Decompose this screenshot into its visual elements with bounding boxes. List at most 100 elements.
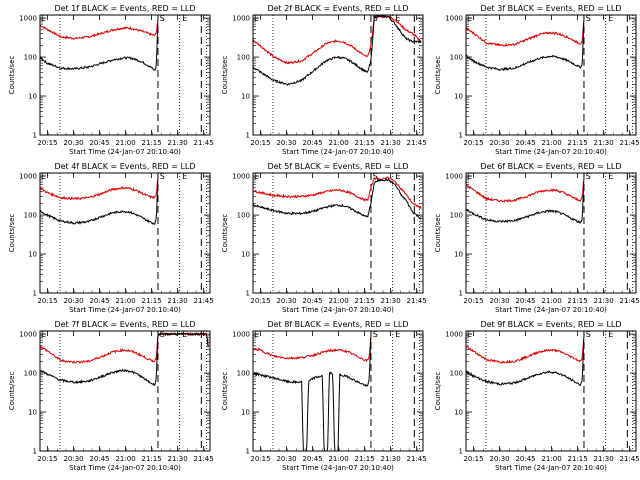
- y-tick-label: 1: [459, 448, 463, 456]
- y-axis-label: Counts/sec: [221, 56, 229, 95]
- x-tick-label: 20:15: [37, 297, 57, 305]
- x-tick-label: 20:30: [489, 297, 509, 305]
- x-axis-label: Start Time (24-Jan-07 20:10:40): [69, 306, 181, 314]
- y-tick-label: 1000: [445, 331, 463, 339]
- panel-title: Det 5f BLACK = Events, RED = LLD: [267, 162, 408, 171]
- x-tick-label: 21:15: [567, 139, 587, 147]
- saa-marker-label: S: [160, 172, 165, 181]
- y-tick-label: 1000: [445, 15, 463, 23]
- y-tick-label: 100: [24, 370, 37, 378]
- eclipse-marker-label: E: [182, 172, 187, 181]
- x-axis-label: Start Time (24-Jan-07 20:10:40): [69, 464, 181, 472]
- x-tick-label: 20:30: [489, 139, 509, 147]
- eclipse-marker-label: E: [182, 330, 187, 339]
- y-axis-label: Counts/sec: [434, 56, 442, 95]
- x-tick-label: 20:45: [302, 139, 322, 147]
- x-tick-label: 20:45: [89, 455, 109, 463]
- series-lld-line: [465, 178, 585, 203]
- x-tick-label: 20:15: [250, 297, 270, 305]
- x-tick-label: 21:00: [541, 297, 561, 305]
- x-tick-label: 20:45: [515, 139, 535, 147]
- y-tick-label: 10: [241, 409, 250, 417]
- panel-title: Det 6f BLACK = Events, RED = LLD: [480, 162, 621, 171]
- panel-det-1: Det 1f BLACK = Events, RED = LLD Counts/s…: [8, 4, 214, 156]
- series-events-line: [252, 14, 422, 87]
- eclipse-marker-label-left: E: [254, 172, 259, 181]
- panel-det-6: Det 6f BLACK = Events, RED = LLD Counts/s…: [434, 162, 640, 314]
- plot-frame: [465, 14, 637, 136]
- x-tick-label: 20:30: [276, 297, 296, 305]
- y-tick-label: 1: [459, 132, 463, 140]
- eclipse-marker-label: E: [608, 330, 613, 339]
- y-tick-label: 10: [28, 93, 37, 101]
- x-tick-label: 21:30: [168, 297, 188, 305]
- y-tick-label: 1: [246, 448, 250, 456]
- x-tick-label: 20:15: [250, 139, 270, 147]
- x-tick-label: 21:15: [141, 455, 161, 463]
- plot-frame: [39, 14, 211, 136]
- panel-title: Det 3f BLACK = Events, RED = LLD: [480, 4, 621, 13]
- y-tick-label: 10: [241, 93, 250, 101]
- y-tick-label: 100: [237, 370, 250, 378]
- x-tick-label: 21:30: [381, 139, 401, 147]
- eclipse-marker-label: E: [608, 14, 613, 23]
- x-tick-label: 20:15: [463, 297, 483, 305]
- y-tick-label: 100: [450, 54, 463, 62]
- y-tick-label: 10: [454, 251, 463, 259]
- y-tick-label: 1000: [19, 173, 37, 181]
- eclipse-marker-label-left: E: [41, 330, 46, 339]
- series-lld-line: [465, 337, 585, 364]
- y-tick-label: 1: [33, 132, 37, 140]
- panel-title: Det 7f BLACK = Events, RED = LLD: [54, 320, 195, 329]
- series-lld-line: [252, 14, 422, 65]
- x-tick-label: 21:30: [594, 139, 614, 147]
- eclipse-marker-label-left: E: [467, 14, 472, 23]
- eclipse-marker-label: E: [182, 14, 187, 23]
- y-axis-label: Counts/sec: [221, 372, 229, 411]
- saa-marker-label: S: [373, 14, 378, 23]
- y-axis-label: Counts/sec: [8, 56, 16, 95]
- x-tick-label: 21:45: [620, 297, 640, 305]
- x-tick-label: 21:15: [354, 455, 374, 463]
- x-tick-label: 21:00: [115, 455, 135, 463]
- x-tick-label: 21:00: [328, 455, 348, 463]
- panel-det-8: Det 8f BLACK = Events, RED = LLD Counts/s…: [221, 320, 427, 472]
- x-tick-label: 20:30: [276, 139, 296, 147]
- series-events-line: [465, 338, 585, 387]
- series-events-line: [252, 178, 422, 220]
- x-tick-label: 20:45: [515, 297, 535, 305]
- y-tick-label: 100: [450, 212, 463, 220]
- eclipse-marker-label: E: [395, 14, 400, 23]
- x-tick-label: 21:15: [141, 139, 161, 147]
- x-tick-label: 21:15: [141, 297, 161, 305]
- y-axis-label: Counts/sec: [8, 214, 16, 253]
- y-axis-label: Counts/sec: [221, 214, 229, 253]
- plot-frame: [465, 172, 637, 294]
- series-events-line: [39, 23, 159, 71]
- x-tick-label: 20:15: [463, 455, 483, 463]
- x-tick-label: 20:30: [489, 455, 509, 463]
- x-tick-label: 21:00: [328, 297, 348, 305]
- x-tick-label: 20:45: [515, 455, 535, 463]
- x-tick-label: 21:00: [541, 455, 561, 463]
- y-tick-label: 1000: [445, 173, 463, 181]
- x-tick-label: 21:15: [354, 297, 374, 305]
- plot-frame: [39, 330, 211, 452]
- x-axis-label: Start Time (24-Jan-07 20:10:40): [69, 148, 181, 156]
- x-axis-label: Start Time (24-Jan-07 20:10:40): [495, 464, 607, 472]
- x-tick-label: 20:45: [89, 139, 109, 147]
- x-tick-label: 20:30: [63, 139, 83, 147]
- plot-frame: [252, 14, 424, 136]
- y-tick-label: 10: [241, 251, 250, 259]
- x-tick-label: 21:45: [620, 455, 640, 463]
- x-axis-label: Start Time (24-Jan-07 20:10:40): [282, 306, 394, 314]
- x-tick-label: 21:30: [594, 455, 614, 463]
- series-lld-line: [39, 177, 159, 201]
- plot-frame: [252, 330, 424, 452]
- x-tick-label: 21:45: [407, 297, 427, 305]
- x-tick-label: 21:30: [381, 297, 401, 305]
- x-tick-label: 20:45: [302, 455, 322, 463]
- eclipse-marker-label: E: [395, 330, 400, 339]
- x-tick-label: 21:30: [594, 297, 614, 305]
